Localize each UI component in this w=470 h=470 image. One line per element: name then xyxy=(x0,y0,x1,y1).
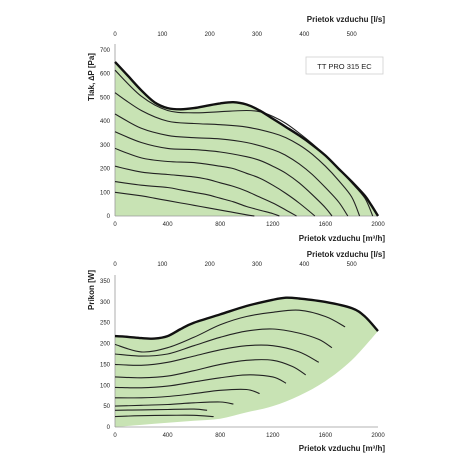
speed-curve-5 xyxy=(114,374,287,389)
y-tick-label: 100 xyxy=(100,190,111,196)
x2-tick-label: 0 xyxy=(113,32,117,38)
x-tick-label: 400 xyxy=(163,433,174,439)
x-tick-label: 1200 xyxy=(266,222,280,228)
max-curve xyxy=(114,296,379,340)
y-tick-label: 200 xyxy=(100,167,111,173)
pressure-chart: Prietok vzduchu [l/s] 0 400 800 1200 1600 200… xyxy=(87,15,385,243)
x-tick-label: 2000 xyxy=(371,433,385,439)
pressure-top-axis-title: Prietok vzduchu [l/s] xyxy=(307,15,386,24)
x-tick-label: 800 xyxy=(215,222,226,228)
x2-tick-label: 100 xyxy=(157,262,168,268)
pressure-y-axis-title: Tlak, ∆P [Pa] xyxy=(87,53,96,101)
speed-curve-1 xyxy=(114,309,346,353)
power-x-axis-title: Prietok vzduchu [m³/h] xyxy=(299,444,386,453)
x2-tick-label: 500 xyxy=(347,262,358,268)
max-curve xyxy=(114,61,380,217)
y-tick-label: 500 xyxy=(100,95,111,101)
x-tick-label: 400 xyxy=(163,222,174,228)
x-tick-label: 800 xyxy=(215,433,226,439)
x-tick-label: 0 xyxy=(113,433,117,439)
speed-curve-4 xyxy=(114,359,307,379)
y-tick-label: 600 xyxy=(100,72,111,78)
x-tick-label: 1200 xyxy=(266,433,280,439)
x2-tick-label: 400 xyxy=(299,262,310,268)
x-tick-label: 0 xyxy=(113,222,117,228)
power-chart: Prietok vzduchu [l/s] 0 400 800 1200 1600 200… xyxy=(87,250,385,453)
y-tick-label: 0 xyxy=(107,425,111,431)
x-tick-label: 2000 xyxy=(371,222,385,228)
speed-curve-3 xyxy=(114,344,320,366)
y-tick-label: 300 xyxy=(100,300,111,306)
model-label: TT PRO 315 EC xyxy=(317,62,372,71)
x-tick-label: 1600 xyxy=(319,433,333,439)
speed-curve-7 xyxy=(114,401,234,407)
speed-curve-9 xyxy=(114,414,214,418)
operating-area xyxy=(115,61,378,217)
y-tick-label: 700 xyxy=(100,48,111,54)
speed-curve-5 xyxy=(114,147,316,217)
y-tick-label: 250 xyxy=(100,321,111,327)
y-tick-label: 50 xyxy=(103,404,110,410)
speed-curve-8 xyxy=(114,191,255,217)
y-tick-label: 400 xyxy=(100,119,111,125)
power-y-axis-title: Príkon [W] xyxy=(87,270,96,310)
pressure-x-axis-title: Prietok vzduchu [m³/h] xyxy=(299,234,386,243)
speed-curve-3 xyxy=(114,113,349,217)
x2-tick-label: 100 xyxy=(157,32,168,38)
x2-tick-label: 300 xyxy=(252,262,263,268)
speed-curve-6 xyxy=(114,165,297,217)
speed-curve-4 xyxy=(114,131,333,217)
y-tick-label: 0 xyxy=(107,214,111,220)
y-tick-label: 150 xyxy=(100,362,111,368)
x2-tick-label: 300 xyxy=(252,32,263,38)
speed-curve-2 xyxy=(114,92,361,217)
speed-curve-6 xyxy=(114,388,260,399)
x2-tick-label: 0 xyxy=(113,262,117,268)
x-tick-label: 1600 xyxy=(319,222,333,228)
y-tick-label: 300 xyxy=(100,143,111,149)
y-tick-label: 100 xyxy=(100,383,111,389)
speed-curve-2 xyxy=(114,328,333,357)
x2-tick-label: 500 xyxy=(347,32,358,38)
speed-curve-8 xyxy=(114,408,208,411)
speed-curve-7 xyxy=(114,181,280,217)
y-tick-label: 350 xyxy=(100,279,111,285)
y-tick-label: 200 xyxy=(100,342,111,348)
x2-tick-label: 400 xyxy=(299,32,310,38)
model-label-box xyxy=(305,56,384,75)
x2-tick-label: 200 xyxy=(205,262,216,268)
power-top-axis-title: Prietok vzduchu [l/s] xyxy=(307,250,386,259)
x2-tick-label: 200 xyxy=(205,32,216,38)
